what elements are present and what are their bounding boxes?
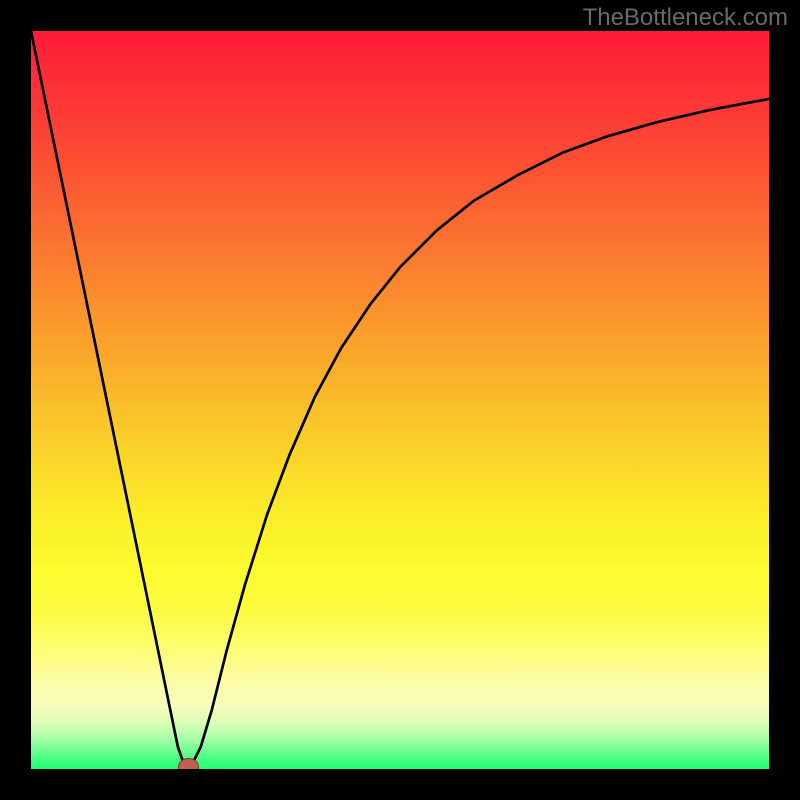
minimum-marker bbox=[178, 758, 199, 769]
watermark-text: TheBottleneck.com bbox=[583, 4, 788, 32]
plot-area bbox=[31, 31, 769, 769]
curve-line bbox=[31, 31, 769, 769]
chart-container: TheBottleneck.com bbox=[0, 0, 800, 800]
